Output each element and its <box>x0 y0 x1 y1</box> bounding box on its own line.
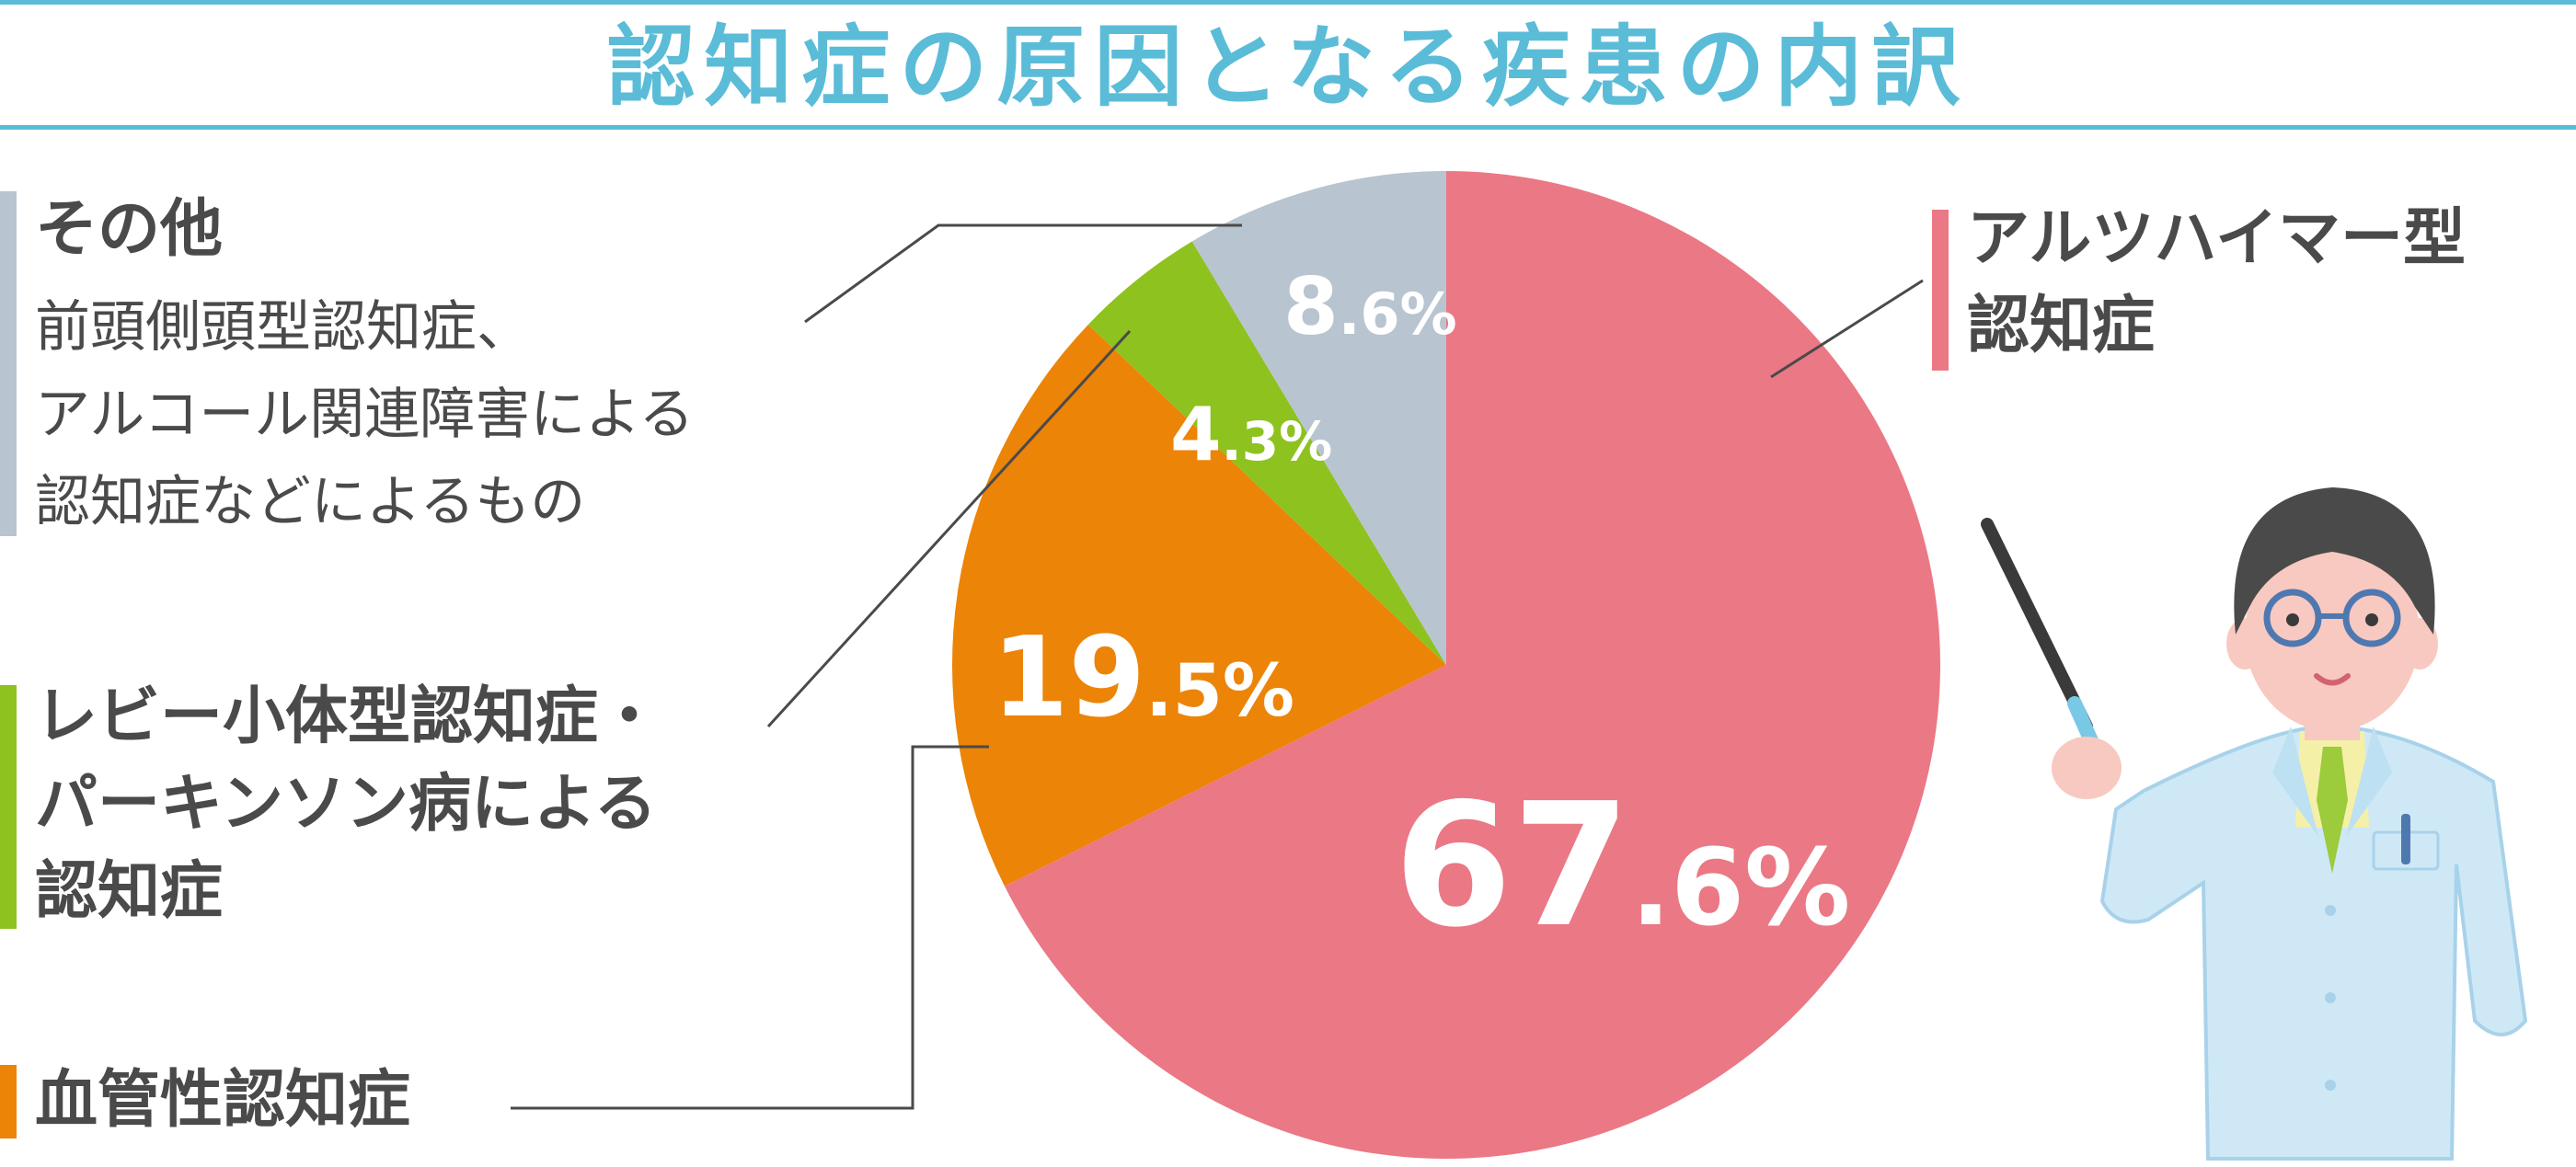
data-label-vascular-int: 19 <box>992 614 1145 742</box>
legend-label-alz-2: 認知症 <box>1967 290 2156 362</box>
mouth <box>2314 673 2351 686</box>
data-label-vascular: 19.5% <box>992 614 1294 742</box>
pointer-stick <box>1981 518 2093 733</box>
legend-label-lewy-1: レビー小体型認知症・ <box>35 681 661 753</box>
data-label-other-dec: .6 <box>1339 280 1400 348</box>
coat-button-2 <box>2325 992 2336 1003</box>
data-label-other-unit: % <box>1400 280 1457 348</box>
leader-line-vascular <box>511 745 989 1110</box>
data-label-lewy-int: 4 <box>1170 392 1222 477</box>
legend-swatch-lewy <box>0 685 17 929</box>
title-bottom-rule <box>0 125 2576 130</box>
data-label-other: 8.6% <box>1283 261 1457 353</box>
leader-lines <box>511 223 1924 1110</box>
hand <box>2052 737 2122 799</box>
coat-lapels <box>2272 727 2392 837</box>
leader-line-lewy <box>766 329 1132 728</box>
chart-title: 認知症の原因となる疾患の内訳 <box>606 16 1970 119</box>
eye-left <box>2286 613 2299 626</box>
pie-slice-lewy <box>1087 241 1446 665</box>
leader-line-alz <box>1770 279 1924 379</box>
coat-button-3 <box>2325 1080 2336 1091</box>
data-label-alz-int: 67 <box>1394 766 1630 965</box>
doctor-illustration <box>1981 487 2528 1161</box>
data-label-vascular-unit: % <box>1223 650 1294 733</box>
face <box>2245 538 2420 731</box>
legend-sublabel-other-1: 前頭側頭型認知症、 <box>35 295 532 360</box>
legend-label-lewy-3: 認知症 <box>35 855 224 928</box>
hair <box>2234 487 2435 635</box>
pie-slices <box>952 171 1940 1160</box>
title-top-rule <box>0 0 2576 5</box>
data-label-vascular-dec: .5 <box>1145 650 1223 733</box>
legend-label-alz-1: アルツハイマー型 <box>1967 202 2466 275</box>
data-label-alz-dec: .6 <box>1630 827 1744 950</box>
leader-line-other <box>804 223 1242 324</box>
data-label-alz-unit: % <box>1744 827 1850 950</box>
eye-right <box>2365 613 2378 626</box>
legend-sublabel-other-3: 認知症などによるもの <box>35 470 586 534</box>
pen-icon <box>2401 814 2410 864</box>
percentage-labels: 67.6% 19.5% 4.3% 8.6% <box>992 261 1850 965</box>
coat-button-1 <box>2325 905 2336 916</box>
legend-swatch-vascular <box>0 1065 17 1138</box>
pie-slice-other <box>1191 171 1446 665</box>
data-label-other-int: 8 <box>1283 261 1339 353</box>
pie-slice-vascular <box>952 324 1446 887</box>
pie-slice-alz <box>1005 171 1940 1160</box>
legend-label-other: その他 <box>35 193 224 266</box>
legend-sublabel-other-2: アルコール関連障害による <box>35 383 695 447</box>
data-label-lewy-dec: .3 <box>1222 410 1279 473</box>
data-label-lewy-unit: % <box>1279 410 1332 473</box>
legend-swatch-alz <box>1932 210 1949 371</box>
legend-label-lewy-2: パーキンソン病による <box>35 768 657 841</box>
data-label-alz: 67.6% <box>1394 766 1850 965</box>
legend-swatch-other <box>0 191 17 536</box>
legend-label-vascular: 血管性認知症 <box>35 1064 411 1137</box>
data-label-lewy: 4.3% <box>1170 392 1332 477</box>
tie-icon <box>2317 747 2348 874</box>
